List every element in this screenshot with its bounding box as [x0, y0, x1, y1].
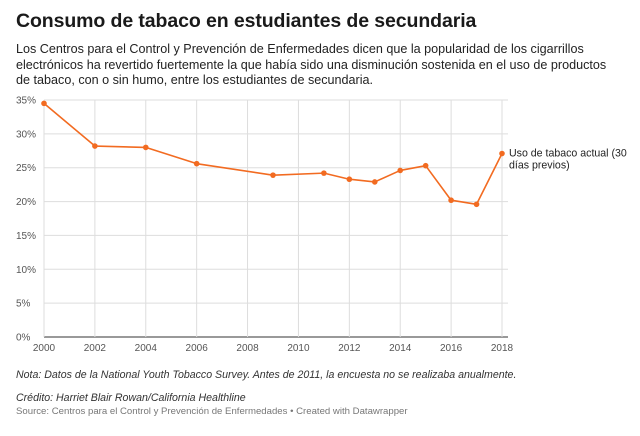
chart-description: Los Centros para el Control y Prevención… — [16, 42, 607, 87]
data-point — [346, 176, 353, 183]
series-label: días previos) — [509, 159, 570, 171]
y-tick-label: 5% — [16, 299, 31, 310]
y-tick-label: 20% — [16, 197, 36, 208]
data-point — [193, 160, 200, 167]
data-point — [499, 150, 505, 157]
x-tick-label: 2018 — [491, 343, 514, 354]
y-tick-label: 10% — [16, 265, 36, 276]
y-tick-label: 0% — [16, 333, 31, 344]
data-point — [321, 170, 327, 176]
data-point — [473, 201, 480, 208]
chart-note: Nota: Datos de la National Youth Tobacco… — [16, 369, 517, 381]
x-tick-label: 2000 — [33, 343, 56, 354]
chart-source: Source: Centros para el Control y Preven… — [16, 406, 408, 417]
series-label: Uso de tabaco actual (30 — [509, 147, 627, 159]
data-point — [41, 100, 47, 107]
x-tick-label: 2006 — [186, 343, 209, 354]
chart-credit: Crédito: Harriet Blair Rowan/California … — [16, 392, 246, 404]
series-line — [43, 102, 503, 206]
x-tick-label: 2012 — [338, 343, 361, 354]
x-tick-label: 2014 — [389, 343, 412, 354]
data-point — [92, 143, 98, 149]
x-tick-label: 2004 — [135, 343, 158, 354]
x-tick-label: 2008 — [236, 343, 259, 354]
data-point — [448, 197, 454, 204]
x-tick-label: 2010 — [287, 343, 310, 354]
x-tick-label: 2002 — [84, 343, 107, 354]
y-tick-label: 35% — [16, 96, 36, 107]
y-tick-label: 15% — [16, 231, 36, 242]
data-point — [422, 162, 429, 169]
x-tick-label: 2016 — [440, 343, 463, 354]
data-point — [397, 167, 404, 174]
data-point — [371, 179, 378, 185]
y-tick-label: 25% — [16, 163, 36, 174]
data-point — [142, 144, 149, 151]
chart-title: Consumo de tabaco en estudiantes de secu… — [16, 10, 477, 32]
y-tick-label: 30% — [16, 129, 36, 140]
data-point — [270, 172, 276, 178]
